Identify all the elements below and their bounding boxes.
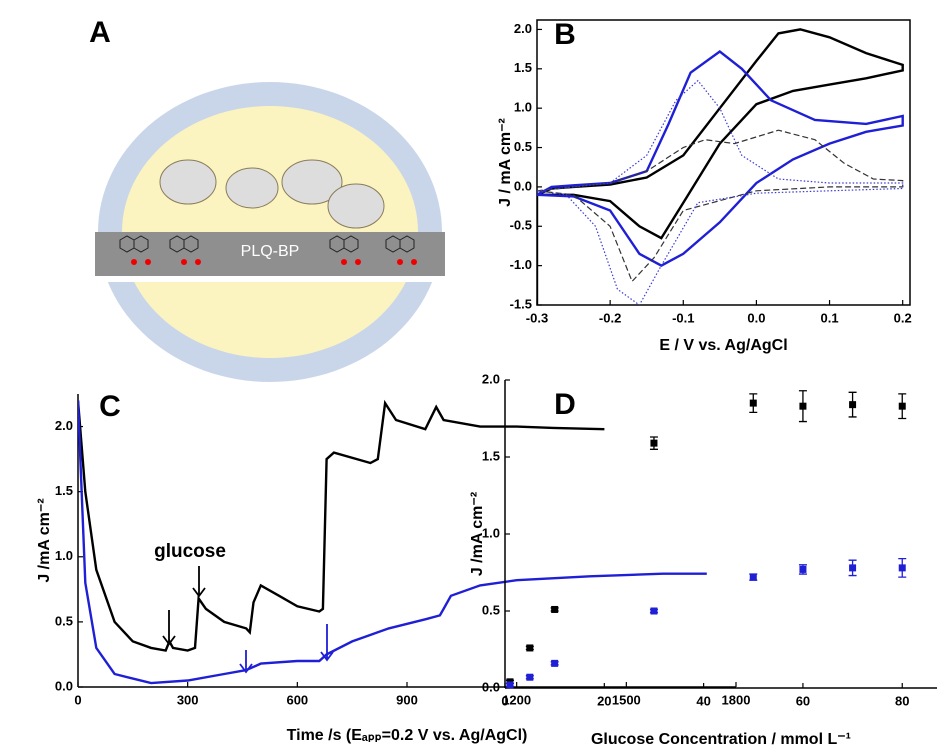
y-tick-label: 0.5 xyxy=(514,139,532,154)
panel-label: B xyxy=(554,18,576,51)
enzymes xyxy=(159,159,385,229)
panel-label: C xyxy=(99,390,121,423)
panel-a-diagram: PLQ-BP A xyxy=(89,16,450,382)
y-tick-label: 1.5 xyxy=(55,483,73,498)
panel-c-arrows xyxy=(162,566,334,674)
data-point xyxy=(506,681,514,689)
data-point xyxy=(898,564,906,572)
x-axis-label: Glucose Concentration / mmol L⁻¹ xyxy=(591,731,851,748)
molecule xyxy=(169,235,199,253)
enzyme xyxy=(281,159,343,205)
data-point xyxy=(799,565,807,573)
data-point xyxy=(849,401,857,409)
x-tick-label: 900 xyxy=(396,692,418,707)
oxygen xyxy=(411,259,417,265)
data-point xyxy=(526,673,534,681)
oxygen xyxy=(145,259,151,265)
x-tick-label: 0 xyxy=(74,692,81,707)
data-point xyxy=(799,402,807,410)
y-tick-label: -0.5 xyxy=(510,218,532,233)
data-point xyxy=(551,605,559,613)
series-line xyxy=(537,28,904,305)
x-tick-label: 1500 xyxy=(612,692,641,707)
x-tick-label: 60 xyxy=(796,693,810,708)
enzyme xyxy=(159,159,217,205)
annotation: glucose xyxy=(154,541,226,562)
oxygen xyxy=(195,259,201,265)
y-tick-label: 2.0 xyxy=(55,418,73,433)
x-tick-label: 600 xyxy=(286,692,308,707)
y-tick-label: 1.5 xyxy=(482,448,500,463)
oxygen xyxy=(181,259,187,265)
data-point xyxy=(526,644,534,652)
molecules xyxy=(119,235,415,253)
series-line xyxy=(537,49,904,267)
data-point xyxy=(749,573,757,581)
x-tick-label: 1800 xyxy=(722,692,751,707)
y-axis-label: J /mA cm⁻² xyxy=(36,498,53,582)
y-tick-label: 1.0 xyxy=(55,548,73,563)
y-tick-label: 2.0 xyxy=(482,371,500,386)
data-point xyxy=(849,564,857,572)
addition-arrow xyxy=(239,650,253,674)
data-point xyxy=(650,439,658,447)
x-tick-label: 1200 xyxy=(502,692,531,707)
oxygen xyxy=(355,259,361,265)
panel-label: D xyxy=(554,388,576,421)
y-tick-label: 1.0 xyxy=(482,525,500,540)
addition-arrow xyxy=(162,610,176,646)
x-tick-label: -0.3 xyxy=(526,310,548,325)
x-tick-label: 40 xyxy=(696,693,710,708)
x-axis-label: E / V vs. Ag/AgCl xyxy=(659,337,787,354)
x-tick-label: 80 xyxy=(895,693,909,708)
y-axis-label: J / mA cm⁻² xyxy=(497,118,514,207)
y-tick-label: 0.0 xyxy=(55,678,73,693)
oxygen xyxy=(341,259,347,265)
y-tick-label: 1.5 xyxy=(514,60,532,75)
y-axis-label: J /mA cm⁻² xyxy=(469,492,486,576)
x-tick-label: 0 xyxy=(501,693,508,708)
y-tick-label: 2.0 xyxy=(514,21,532,36)
series-line xyxy=(78,399,605,652)
enzyme xyxy=(225,167,279,209)
panel-label: A xyxy=(89,16,111,49)
oxygen xyxy=(397,259,403,265)
y-tick-label: 0.0 xyxy=(482,679,500,694)
series-line xyxy=(537,129,904,283)
oxygens xyxy=(131,259,417,265)
x-tick-label: 300 xyxy=(177,692,199,707)
molecule xyxy=(119,235,149,253)
data-point xyxy=(898,402,906,410)
x-tick-label: 20 xyxy=(597,693,611,708)
x-tick-label: -0.1 xyxy=(672,310,694,325)
series-line xyxy=(537,79,904,305)
y-tick-label: -1.5 xyxy=(510,296,532,311)
data-point xyxy=(551,659,559,667)
x-tick-label: 0.0 xyxy=(747,310,765,325)
enzyme xyxy=(327,183,385,229)
data-point xyxy=(749,399,757,407)
series-line xyxy=(78,400,707,685)
y-tick-label: 0.5 xyxy=(482,602,500,617)
x-tick-label: 0.2 xyxy=(894,310,912,325)
layer-label: PLQ-BP xyxy=(241,243,300,260)
y-tick-label: 1.0 xyxy=(514,100,532,115)
addition-arrow xyxy=(192,566,206,598)
molecule xyxy=(385,235,415,253)
y-tick-label: 0.5 xyxy=(55,613,73,628)
data-point xyxy=(650,607,658,615)
x-axis-label: Time /s (Eₐₚₚ=0.2 V vs. Ag/AgCl) xyxy=(287,727,528,744)
plot-frame xyxy=(536,19,911,306)
y-tick-label: -1.0 xyxy=(510,257,532,272)
molecule xyxy=(329,235,359,253)
y-tick-label: 0.0 xyxy=(514,178,532,193)
x-tick-label: 0.1 xyxy=(821,310,839,325)
oxygen xyxy=(131,259,137,265)
x-tick-label: -0.2 xyxy=(599,310,621,325)
